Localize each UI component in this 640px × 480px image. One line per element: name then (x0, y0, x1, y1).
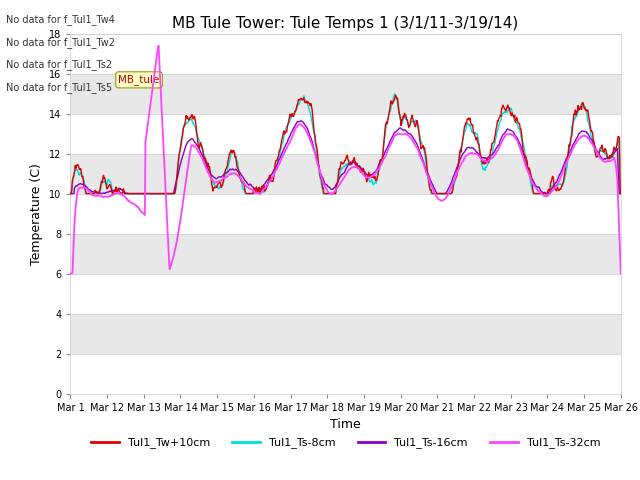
Tul1_Tw+10cm (392, 92, 399, 98)
Text: MB_tule: MB_tule (118, 74, 160, 85)
Bar (70, 193, 621, 234)
Tul1_Tw+10cm (67, 191, 74, 196)
Tul1_Ts-8cm (401, 113, 409, 119)
Tul1_Ts-8cm (418, 140, 426, 146)
Y-axis label: Temperature (C): Temperature (C) (31, 163, 44, 264)
Tul1_Ts-8cm (541, 191, 549, 196)
Tul1_Tw+10cm (541, 191, 549, 196)
Text: No data for f_Tul1_Tw4: No data for f_Tul1_Tw4 (6, 14, 115, 25)
Tul1_Ts-16cm (298, 118, 305, 124)
Tul1_Ts-8cm (386, 109, 394, 115)
X-axis label: Time: Time (330, 418, 361, 431)
Tul1_Ts-32cm (155, 43, 163, 49)
Tul1_Tw+10cm (401, 112, 409, 118)
Bar (70, 34, 621, 73)
Bar (70, 114, 621, 154)
Tul1_Tw+10cm (484, 159, 492, 165)
Tul1_Ts-16cm (100, 191, 108, 196)
Line: Tul1_Ts-16cm: Tul1_Ts-16cm (70, 121, 621, 193)
Tul1_Tw+10cm (617, 191, 625, 196)
Tul1_Ts-16cm (617, 191, 625, 196)
Legend: Tul1_Tw+10cm, Tul1_Ts-8cm, Tul1_Ts-16cm, Tul1_Ts-32cm: Tul1_Tw+10cm, Tul1_Ts-8cm, Tul1_Ts-16cm,… (86, 433, 605, 453)
Tul1_Ts-8cm (484, 160, 492, 166)
Tul1_Ts-16cm (418, 155, 426, 160)
Tul1_Ts-8cm (617, 191, 625, 196)
Tul1_Tw+10cm (418, 144, 426, 150)
Tul1_Ts-32cm (100, 194, 108, 200)
Line: Tul1_Ts-32cm: Tul1_Ts-32cm (70, 46, 621, 274)
Tul1_Ts-32cm (418, 156, 426, 162)
Tul1_Ts-8cm (100, 178, 108, 183)
Tul1_Ts-32cm (484, 158, 492, 164)
Text: No data for f_Tul1_Ts5: No data for f_Tul1_Ts5 (6, 82, 113, 93)
Tul1_Ts-16cm (541, 190, 549, 195)
Tul1_Ts-16cm (387, 137, 395, 143)
Tul1_Ts-32cm (401, 131, 409, 137)
Title: MB Tule Tower: Tule Temps 1 (3/1/11-3/19/14): MB Tule Tower: Tule Temps 1 (3/1/11-3/19… (172, 16, 519, 31)
Bar (70, 234, 621, 274)
Tul1_Ts-16cm (401, 127, 409, 133)
Tul1_Ts-8cm (67, 191, 74, 196)
Tul1_Ts-32cm (67, 271, 74, 276)
Tul1_Ts-32cm (387, 142, 395, 147)
Bar (70, 154, 621, 193)
Tul1_Tw+10cm (100, 176, 108, 181)
Tul1_Ts-8cm (391, 91, 399, 96)
Line: Tul1_Ts-8cm: Tul1_Ts-8cm (70, 94, 621, 193)
Tul1_Ts-32cm (617, 271, 625, 276)
Text: No data for f_Tul1_Ts2: No data for f_Tul1_Ts2 (6, 60, 113, 71)
Bar (70, 354, 621, 394)
Bar (70, 313, 621, 354)
Tul1_Tw+10cm (386, 105, 394, 111)
Bar (70, 73, 621, 114)
Text: No data for f_Tul1_Tw2: No data for f_Tul1_Tw2 (6, 37, 115, 48)
Tul1_Ts-32cm (541, 193, 549, 199)
Bar (70, 274, 621, 313)
Tul1_Ts-16cm (67, 191, 74, 196)
Line: Tul1_Tw+10cm: Tul1_Tw+10cm (70, 95, 621, 193)
Tul1_Ts-16cm (484, 154, 492, 160)
